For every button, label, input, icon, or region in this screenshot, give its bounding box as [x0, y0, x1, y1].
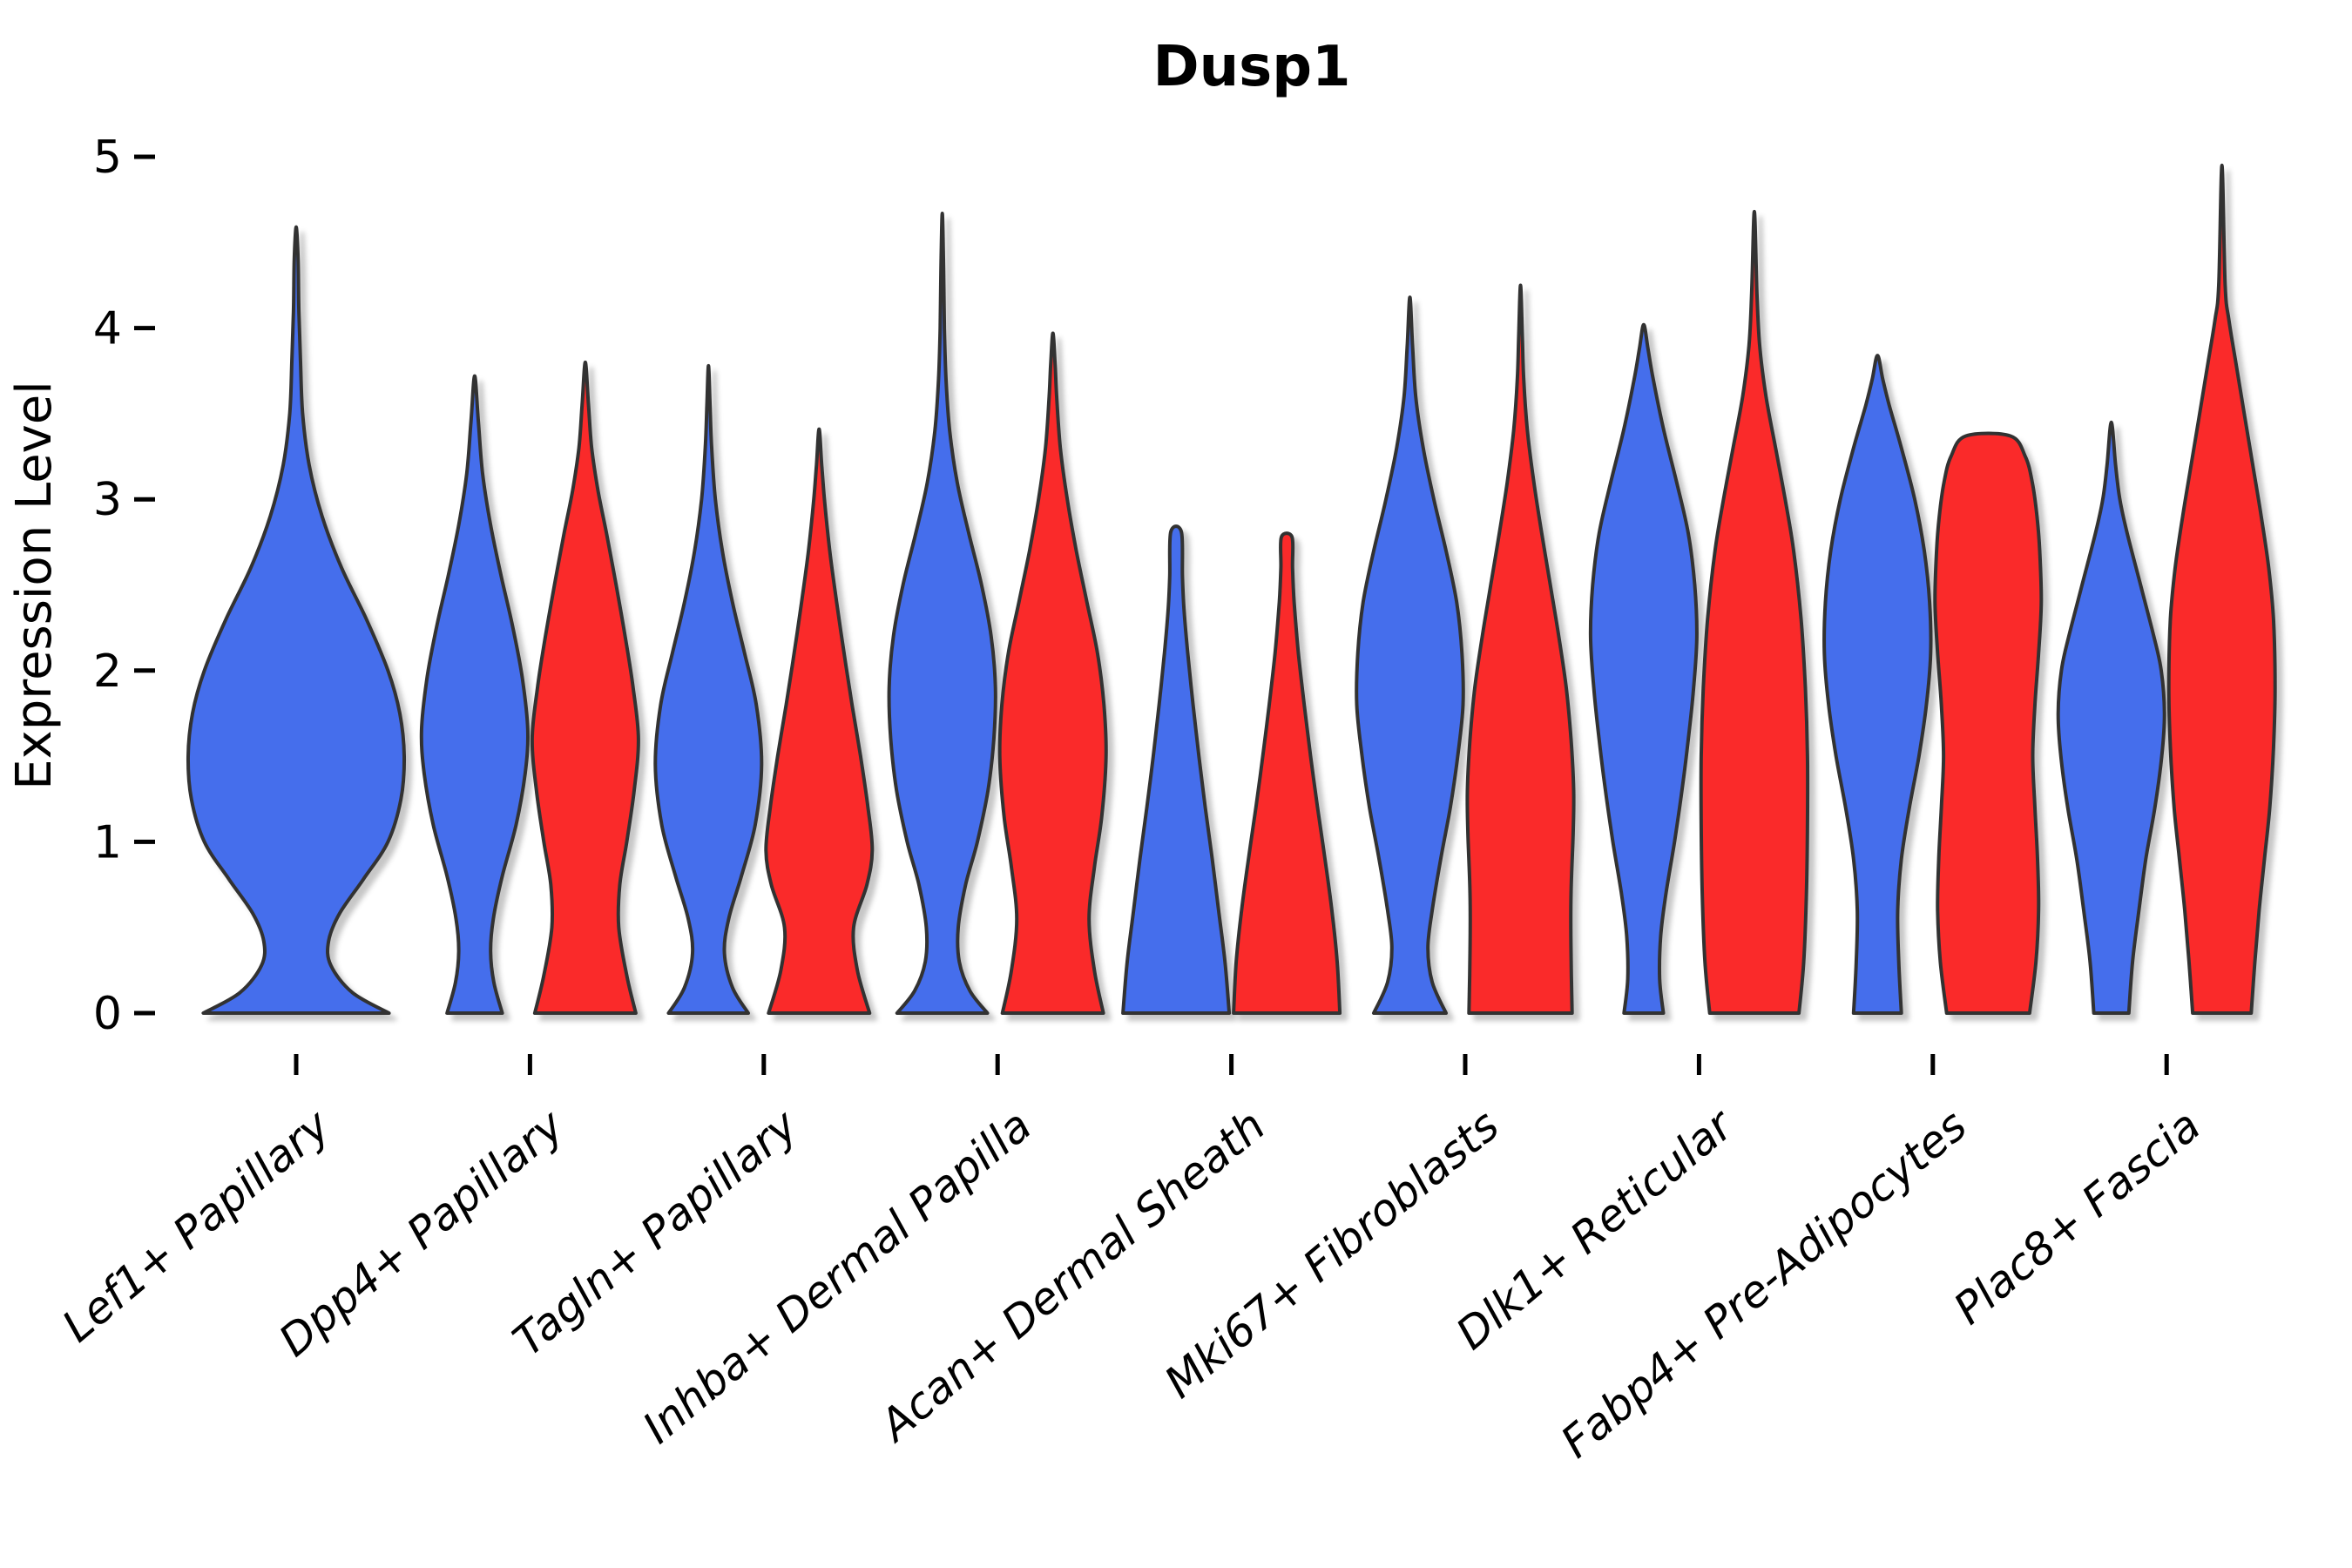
violin-tagln-papillary-blue [653, 363, 764, 1015]
y-tick-label: 2 [93, 645, 122, 698]
violin-acan-dermal-sheath-blue [1121, 524, 1232, 1015]
y-tick-label: 0 [93, 988, 122, 1040]
y-tick-label: 3 [93, 474, 122, 526]
x-tick-label-acan-dermal-sheath: Acan+ Dermal Sheath [868, 1100, 1274, 1452]
violin-mki67-fibroblasts-red [1465, 283, 1576, 1015]
violin-inhba-dermal-papilla-red [997, 331, 1108, 1015]
violin-tagln-papillary-red [764, 427, 875, 1015]
chart-title: Dusp1 [1152, 35, 1350, 99]
violin-acan-dermal-sheath-red [1232, 531, 1342, 1015]
x-tick-label-plac8-fascia: Plac8+ Fascia [1944, 1100, 2210, 1335]
violin-plac8-fascia-red [2166, 163, 2277, 1015]
violin-mki67-fibroblasts-blue [1355, 295, 1465, 1015]
y-tick-label: 1 [93, 816, 122, 868]
violin-dpp4-papillary-blue [419, 374, 531, 1015]
y-tick-label: 5 [93, 132, 122, 184]
violin-dpp4-papillary-red [530, 360, 640, 1015]
violin-lef1-papillary-blue [186, 225, 407, 1015]
violins-layer [186, 163, 2277, 1015]
violin-dlk1-reticular-red [1699, 209, 1810, 1015]
y-axis-label: Expression Level [6, 381, 63, 790]
x-tick-label-fabp4-pre-adipocytes: Fabp4+ Pre-Adipocytes [1551, 1100, 1976, 1468]
violin-dlk1-reticular-blue [1588, 322, 1699, 1015]
violin-fabp4-pre-adipocytes-red [1933, 431, 2044, 1015]
x-tick-label-inhba-dermal-papilla: Inhba+ Dermal Papilla [633, 1100, 1041, 1454]
violin-plac8-fascia-blue [2056, 420, 2166, 1015]
violin-fabp4-pre-adipocytes-blue [1822, 354, 1933, 1015]
y-tick-label: 4 [93, 303, 122, 355]
violin-inhba-dermal-papilla-blue [887, 211, 997, 1015]
